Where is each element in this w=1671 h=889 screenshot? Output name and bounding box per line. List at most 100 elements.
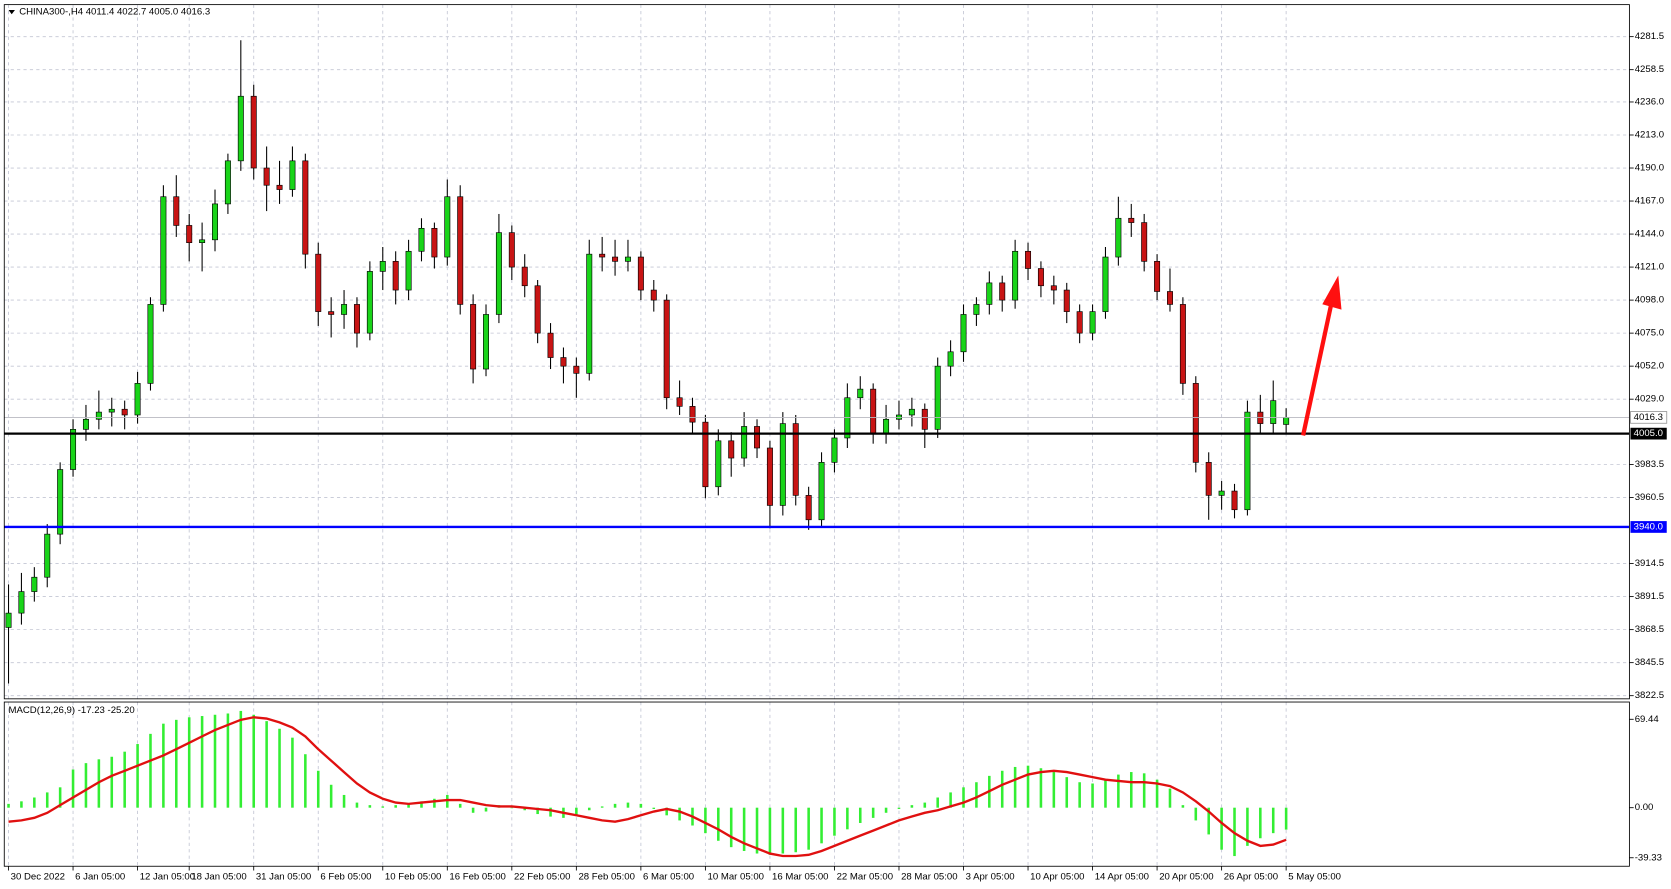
macd-bar (33, 797, 36, 808)
candle-body (495, 232, 502, 315)
candle-body (444, 196, 451, 258)
macd-bar (484, 807, 488, 812)
x-tick-label: 16 Mar 05:00 (772, 871, 828, 882)
menu-triangle[interactable] (8, 9, 15, 15)
macd-bar (1065, 777, 1069, 808)
macd-bar (1091, 783, 1094, 808)
macd-bar (407, 803, 410, 808)
candle-body (224, 160, 231, 205)
candle-body (818, 462, 825, 521)
macd-bar (226, 713, 230, 808)
candle-body (353, 304, 360, 334)
x-tick-label: 26 Apr 05:00 (1224, 871, 1278, 882)
candle-body (147, 304, 154, 384)
candle-body (1192, 383, 1199, 463)
macd-bar (975, 782, 978, 808)
macd-bar (446, 794, 449, 808)
candle-body (121, 408, 128, 416)
x-tick-label: 14 Apr 05:00 (1095, 871, 1149, 882)
candle-body (624, 256, 631, 262)
candle-body (1102, 256, 1109, 312)
macd-bar (923, 802, 927, 808)
candle-body (521, 266, 528, 287)
macd-bar (1168, 788, 1172, 808)
macd-bar (200, 716, 204, 808)
macd-bar (613, 803, 617, 808)
candle-body (547, 332, 554, 358)
macd-bar (575, 807, 578, 816)
y-tick-label: 4121.0 (1635, 262, 1664, 273)
candle-body (366, 271, 373, 334)
candle-body (1154, 261, 1161, 292)
candle-body (18, 591, 25, 614)
candle-body (199, 239, 206, 243)
macd-bar (1117, 774, 1120, 808)
candle-body (702, 421, 709, 488)
candle-body (160, 196, 167, 305)
candle-body (857, 388, 864, 399)
macd-bar (1039, 768, 1043, 808)
candle-body (5, 612, 12, 628)
candle-body (741, 426, 748, 459)
macd-bar (1129, 772, 1133, 808)
last-price-label: 4016.3 (1634, 412, 1663, 423)
macd-title: MACD(12,26,9) -17.23 -25.20 (9, 705, 135, 716)
candle-body (689, 406, 696, 423)
macd-bar (1259, 807, 1262, 839)
y-tick-label: 4075.0 (1635, 328, 1664, 339)
macd-bar (291, 737, 294, 808)
candle-body (573, 365, 580, 374)
candle-body (470, 304, 477, 370)
macd-bar (342, 794, 346, 808)
macd-bar (239, 710, 243, 808)
candle-body (328, 311, 335, 315)
candle-body (792, 423, 799, 496)
candle-body (637, 256, 644, 291)
candle-body (1270, 400, 1277, 424)
x-tick-label: 6 Mar 05:00 (643, 871, 694, 882)
candle-body (379, 261, 386, 272)
x-tick-label: 5 May 05:00 (1288, 871, 1341, 882)
x-tick-label: 20 Apr 05:00 (1159, 871, 1213, 882)
macd-bar (58, 787, 62, 808)
x-tick-label: 10 Mar 05:00 (708, 871, 764, 882)
macd-bar (1207, 807, 1210, 835)
y-tick-label: 3960.5 (1635, 492, 1664, 503)
candle-body (986, 282, 993, 305)
price-pane-frame (3, 4, 1630, 700)
macd-bar (149, 733, 152, 808)
y-tick-label: 4144.0 (1635, 229, 1664, 240)
macd-bar (187, 717, 191, 808)
y-tick-label: 3891.5 (1635, 591, 1664, 602)
macd-bar (1142, 773, 1146, 808)
y-tick-label: 4052.0 (1635, 361, 1664, 372)
macd-bar (252, 714, 256, 808)
macd-bar (84, 763, 88, 808)
candle-body (82, 418, 89, 430)
y-tick-label: 4167.0 (1635, 196, 1664, 207)
macd-bar (304, 754, 307, 808)
candle-body (44, 533, 51, 578)
x-tick-label: 3 Apr 05:00 (966, 871, 1015, 882)
macd-bar (433, 798, 436, 808)
candle-body (1089, 311, 1096, 334)
macd-bar (962, 787, 965, 808)
macd-bar (858, 807, 862, 823)
candle-body (405, 250, 412, 291)
candle-body (108, 408, 115, 413)
y-tick-label: 3983.5 (1635, 459, 1664, 470)
macd-bar (420, 801, 423, 808)
candle-body (766, 447, 773, 506)
candle-body (1244, 411, 1251, 511)
macd-bar (936, 797, 939, 808)
candle-body (1128, 217, 1135, 223)
macd-bar (265, 721, 268, 808)
macd-bar (639, 803, 643, 808)
macd-bar (1194, 807, 1198, 821)
x-tick-label: 16 Feb 05:00 (449, 871, 505, 882)
candle-body (586, 253, 593, 374)
candle-body (650, 289, 657, 301)
macd-bar (1052, 772, 1056, 808)
y-tick-label: 3868.5 (1635, 624, 1664, 635)
